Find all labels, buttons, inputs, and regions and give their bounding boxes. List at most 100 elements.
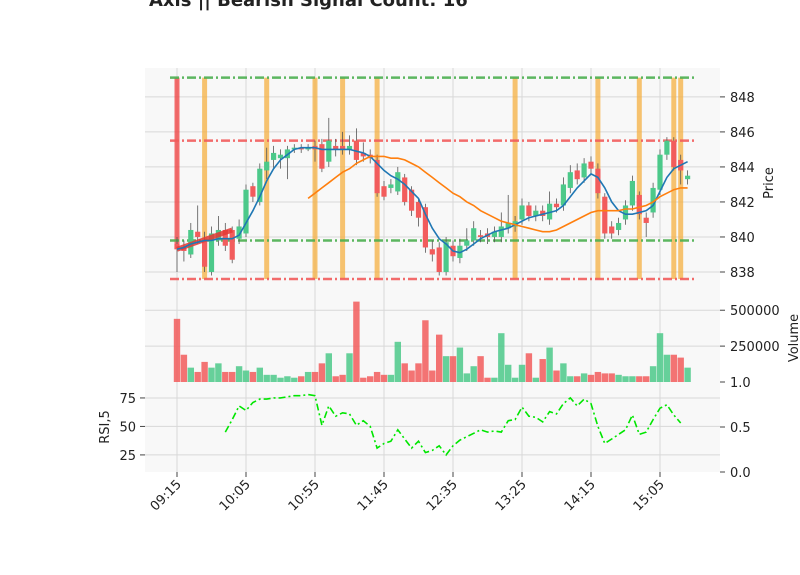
candle-body <box>271 152 277 160</box>
volume-bar <box>332 376 339 382</box>
volume-bar <box>525 353 533 382</box>
volume-bar <box>387 374 395 382</box>
volume-bar <box>187 367 194 382</box>
candle-body <box>657 154 663 190</box>
x-tick-label: 10:55 <box>286 477 323 514</box>
candle-body <box>581 163 587 178</box>
volume-bar <box>394 341 401 382</box>
signal-span <box>512 77 518 279</box>
volume-bar <box>429 370 436 382</box>
volume-bar <box>263 374 270 382</box>
volume-bar <box>284 376 291 382</box>
rsi-line <box>224 393 682 457</box>
signal-span <box>671 77 677 279</box>
candle-body <box>685 175 691 180</box>
candle-body <box>671 140 677 167</box>
candle-body <box>353 140 359 160</box>
rsi-y2-tick-label: 0.0 <box>730 466 751 481</box>
volume-bar <box>560 363 567 382</box>
price-tick-label: 838 <box>730 266 755 281</box>
candle-body <box>602 196 608 234</box>
volume-bar <box>311 371 319 382</box>
volume-bar <box>277 377 284 382</box>
rsi-panel <box>145 382 720 472</box>
candle-body <box>616 222 622 230</box>
rsi-tick-label: 75 <box>119 392 136 407</box>
candle-body <box>298 147 304 150</box>
volume-bar <box>456 347 464 382</box>
candle-body <box>360 152 366 157</box>
volume-tick-label: 500000 <box>730 304 780 319</box>
volume-bar <box>663 354 671 382</box>
volume-bar <box>649 366 657 382</box>
volume-bar <box>325 353 332 382</box>
moving-average <box>176 146 688 254</box>
candle-body <box>402 177 408 202</box>
x-tick-label: 13:25 <box>493 477 530 514</box>
candle-body <box>333 145 339 150</box>
volume-bar <box>511 377 519 382</box>
volume-bar <box>298 376 305 382</box>
x-tick-label: 11:45 <box>355 477 392 514</box>
volume-bar <box>449 356 457 382</box>
candle-body <box>346 145 353 150</box>
candle-body <box>650 187 656 213</box>
volume-bar <box>567 376 574 382</box>
price-tick-label: 848 <box>730 91 755 106</box>
candle-body <box>340 145 346 150</box>
volume-bar <box>539 359 546 382</box>
candle-body <box>429 249 435 255</box>
volume-bar <box>629 376 636 382</box>
volume-bar <box>677 357 684 382</box>
candle-body <box>381 186 387 197</box>
price-tick-label: 842 <box>730 196 755 211</box>
volume-bar <box>229 371 236 382</box>
candle-body <box>291 147 297 150</box>
candle-body <box>505 222 511 229</box>
rsi-y2-tick-label: 0.5 <box>730 421 751 436</box>
candle-body <box>208 233 215 272</box>
volume-bar <box>304 371 312 382</box>
candle-body <box>560 184 566 206</box>
volume-bar <box>442 356 450 382</box>
candle-body <box>374 159 380 194</box>
volume-bar <box>477 356 484 382</box>
candle-body <box>319 144 325 169</box>
volume-bar <box>422 320 429 382</box>
candle-body <box>664 140 670 155</box>
candle-body <box>229 229 235 260</box>
volume-bar <box>532 377 539 382</box>
candle-body <box>305 147 311 150</box>
volume-axis-label: Volume <box>787 314 800 362</box>
candle-body <box>243 189 249 234</box>
volume-bar <box>684 367 691 382</box>
volume-bar <box>215 363 222 382</box>
volume-bar <box>242 370 250 382</box>
x-tick-label: 09:15 <box>148 477 185 514</box>
volume-bar <box>173 318 181 382</box>
candle-body <box>574 170 580 180</box>
candle-body <box>250 186 256 197</box>
volume-bar <box>380 374 388 382</box>
candle-body <box>395 172 401 192</box>
candle-body <box>498 226 504 237</box>
volume-bar <box>373 371 381 382</box>
candle-body <box>264 161 270 171</box>
volume-bar <box>339 374 346 382</box>
volume-bar <box>346 353 353 382</box>
candle-body <box>588 161 594 169</box>
volume-bar <box>318 363 326 382</box>
candle-body <box>464 240 470 246</box>
candle-body <box>629 180 635 206</box>
volume-bar <box>518 364 526 382</box>
volume-bar <box>643 376 650 382</box>
volume-bar <box>194 371 201 382</box>
volume-bar <box>270 374 277 382</box>
signal-span <box>312 77 318 279</box>
price-axis-label: Price <box>762 167 777 199</box>
volume-bar <box>615 374 622 382</box>
rsi-axis-label: RSI,5 <box>98 410 113 444</box>
rsi-tick-label: 25 <box>119 449 136 464</box>
volume-bar <box>415 363 422 382</box>
